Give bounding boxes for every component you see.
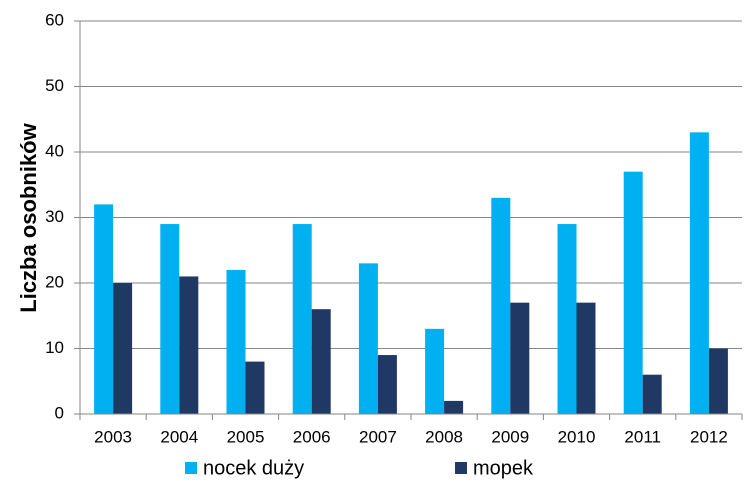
bar-nocek-duży-2006 (292, 224, 312, 414)
bar-nocek-duży-2008 (425, 328, 445, 414)
bar-mopek-2003 (113, 283, 133, 414)
bar-nocek-duży-2011 (623, 171, 643, 414)
x-tick-label: 2006 (293, 427, 331, 446)
bar-nocek-duży-2009 (491, 197, 511, 414)
x-tick-label: 2011 (624, 427, 661, 446)
bar-mopek-2010 (576, 302, 596, 414)
x-tick-label: 2007 (359, 427, 397, 446)
bar-nocek-duży-2012 (689, 132, 709, 414)
x-tick-label: 2004 (160, 427, 198, 446)
bar-mopek-2009 (510, 302, 530, 414)
y-tick-label: 50 (45, 76, 64, 95)
y-tick-label: 20 (45, 272, 64, 291)
y-tick-label: 0 (55, 403, 64, 422)
bar-nocek-duży-2010 (557, 224, 577, 414)
x-tick-labels: 2003 2004 2005 2006 2007 2008 2009 2010 2011 2012 (94, 427, 728, 446)
bar-nocek-duży-2007 (358, 263, 378, 414)
bar-mopek-2008 (444, 400, 464, 414)
bars (94, 132, 728, 414)
y-tick-label: 40 (45, 141, 64, 160)
x-tick-label: 2012 (690, 427, 728, 446)
bar-mopek-2005 (245, 361, 265, 414)
bar-mopek-2012 (708, 348, 728, 414)
legend-label: mopek (473, 457, 534, 479)
y-tick-label: 60 (45, 10, 64, 29)
y-tick-label: 30 (45, 207, 64, 226)
bar-mopek-2006 (311, 309, 331, 414)
bar-nocek-duży-2005 (226, 269, 246, 414)
x-tick-label: 2009 (491, 427, 529, 446)
x-tick-label: 2010 (558, 427, 596, 446)
axes (74, 20, 743, 420)
bar-mopek-2007 (377, 355, 397, 414)
x-tick-label: 2008 (425, 427, 463, 446)
bar-mopek-2011 (642, 374, 662, 414)
legend: nocek duży mopek (185, 457, 534, 479)
bar-nocek-duży-2004 (160, 224, 180, 414)
legend-swatch-nocek-duży (185, 462, 197, 474)
legend-swatch-mopek (455, 462, 467, 474)
y-tick-label: 10 (45, 338, 64, 357)
x-tick-label: 2003 (94, 427, 132, 446)
legend-label: nocek duży (203, 457, 304, 479)
bar-nocek-duży-2003 (94, 204, 114, 414)
bar-mopek-2004 (179, 276, 199, 414)
x-tick-label: 2005 (227, 427, 265, 446)
y-axis-title: Liczba osobników (16, 122, 41, 312)
y-tick-labels: 0 10 20 30 40 50 60 (45, 10, 64, 422)
